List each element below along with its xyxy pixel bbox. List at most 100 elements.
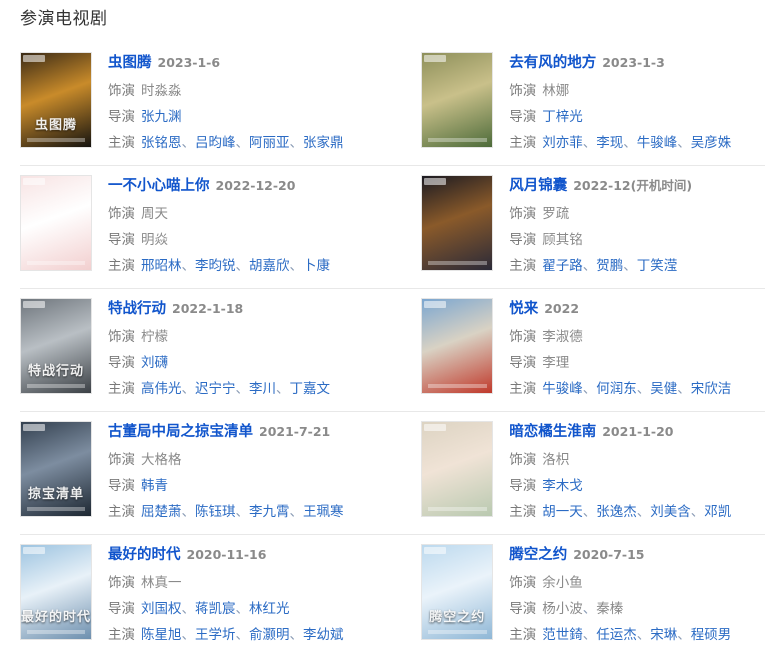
person-link[interactable]: 阿丽亚 [249,135,290,150]
name-separator: 、 [677,627,691,642]
person-name: 杨小波 [542,601,583,616]
work-poster[interactable]: 虫图腾 [20,52,92,148]
work-title-link[interactable]: 特战行动 [108,301,166,317]
work-poster[interactable] [421,421,494,517]
person-link[interactable]: 邢昭林 [141,258,182,273]
person-link[interactable]: 高伟光 [141,381,182,396]
person-link[interactable]: 李川 [249,381,276,396]
cast-label: 主演 [509,258,537,273]
person-link[interactable]: 李木戈 [542,478,583,493]
person-link[interactable]: 丁梓光 [542,109,583,124]
role-name: 大格格 [141,452,182,467]
work-title-link[interactable]: 古董局中局之掠宝清单 [108,424,253,440]
role-label: 饰演 [108,452,135,467]
work-title-link[interactable]: 腾空之约 [509,547,568,563]
poster-artwork [422,545,493,639]
work-title-link[interactable]: 去有风的地方 [509,55,597,71]
work-item: 掠宝清单 古董局中局之掠宝清单 2021-7-21 饰演 大格格 导演 韩青 主演 屈楚萧、陈钰… [20,412,421,525]
work-role-line: 饰演 李淑德 [509,324,765,350]
work-release-date: 2021-7-21 [259,424,331,439]
poster-artwork [21,176,91,270]
person-link[interactable]: 丁嘉文 [289,381,331,396]
person-link[interactable]: 胡一天 [542,504,583,519]
name-separator: 、 [289,627,304,642]
poster-bottom-stripe [26,138,86,142]
work-release-date: 2022-12-20 [215,178,296,193]
work-poster[interactable] [20,175,92,271]
person-link[interactable]: 王学圻 [195,627,236,642]
person-link[interactable]: 邓凯 [704,504,732,519]
work-item: 风月锦囊 2022-12(开机时间) 饰演 罗疏 导演 顾其铭 主演 翟子路、贺鹏、丁笑滢 [421,166,765,279]
person-link[interactable]: 胡嘉欣 [249,258,290,273]
work-title-link[interactable]: 虫图腾 [108,55,152,71]
work-poster[interactable] [421,175,494,271]
person-link[interactable]: 吴健 [650,381,678,396]
person-link[interactable]: 李昀锐 [195,258,236,273]
person-link[interactable]: 吴彦姝 [690,135,732,150]
person-link[interactable]: 牛骏峰 [542,381,583,396]
cast-label: 主演 [509,504,537,519]
person-link[interactable]: 张九渊 [141,109,182,124]
poster-logo-badge [23,547,45,554]
person-link[interactable]: 蒋凯宸 [195,601,236,616]
person-link[interactable]: 王珮寒 [303,504,344,519]
person-link[interactable]: 李幼斌 [303,627,344,642]
person-link[interactable]: 牛骏峰 [636,135,678,150]
person-link[interactable]: 刘国权 [141,601,182,616]
person-link[interactable]: 何润东 [596,381,637,396]
person-link[interactable]: 屈楚萧 [141,504,182,519]
work-title-line: 最好的时代 2020-11-16 [108,544,421,566]
person-link[interactable]: 刘礴 [141,355,168,370]
person-link[interactable]: 张逸杰 [596,504,637,519]
person-link[interactable]: 程硕男 [690,627,732,642]
person-link[interactable]: 宋琳 [650,627,678,642]
person-link[interactable]: 韩青 [141,478,168,493]
work-title-link[interactable]: 悦来 [509,301,539,317]
work-poster[interactable]: 掠宝清单 [20,421,92,517]
work-poster[interactable] [421,298,494,394]
poster-bottom-stripe [427,261,487,265]
person-link[interactable]: 迟宁宁 [195,381,236,396]
person-link[interactable]: 丁笑滢 [636,258,678,273]
person-name: 李理 [542,355,570,370]
work-item: 悦来 2022 饰演 李淑德 导演 李理 主演 牛骏峰、何润东、吴健、宋欣洁 [421,289,765,402]
person-link[interactable]: 李九霄 [249,504,290,519]
person-link[interactable]: 俞灏明 [249,627,290,642]
work-title-link[interactable]: 风月锦囊 [509,178,568,194]
work-cast-line: 主演 高伟光、迟宁宁、李川、丁嘉文 [108,376,421,402]
person-link[interactable]: 卜康 [303,258,330,273]
work-title-link[interactable]: 最好的时代 [108,547,181,563]
person-link[interactable]: 宋欣洁 [690,381,732,396]
person-link[interactable]: 刘亦菲 [542,135,583,150]
person-link[interactable]: 任运杰 [596,627,637,642]
work-cast-line: 主演 范世錡、任运杰、宋琳、程硕男 [509,622,765,648]
person-link[interactable]: 陈星旭 [141,627,182,642]
person-link[interactable]: 贺鹏 [596,258,624,273]
work-info: 腾空之约 2020-7-15 饰演 余小鱼 导演 杨小波、秦榛 主演 范世錡、任运杰、宋琳、程… [493,544,765,648]
cast-label: 主演 [108,627,135,642]
poster-bottom-stripe [427,507,487,511]
work-info: 风月锦囊 2022-12(开机时间) 饰演 罗疏 导演 顾其铭 主演 翟子路、贺鹏、丁笑滢 [493,175,765,279]
role-label: 饰演 [108,83,135,98]
person-link[interactable]: 翟子路 [542,258,583,273]
name-separator: 、 [181,135,196,150]
person-name: 顾其铭 [542,232,583,247]
person-link[interactable]: 范世錡 [542,627,583,642]
work-poster[interactable]: 特战行动 [20,298,92,394]
work-poster[interactable]: 腾空之约 [421,544,494,640]
work-poster[interactable]: 最好的时代 [20,544,92,640]
person-link[interactable]: 张家鼎 [303,135,344,150]
name-separator: 、 [181,601,196,616]
person-link[interactable]: 李现 [596,135,624,150]
person-link[interactable]: 刘美含 [650,504,691,519]
work-role-line: 饰演 罗疏 [509,201,765,227]
person-link[interactable]: 陈钰琪 [195,504,236,519]
work-title-link[interactable]: 一不小心喵上你 [108,178,210,194]
work-title-link[interactable]: 暗恋橘生淮南 [509,424,597,440]
person-link[interactable]: 林红光 [249,601,290,616]
person-link[interactable]: 吕昀峰 [195,135,236,150]
work-director-line: 导演 韩青 [108,473,421,499]
name-separator: 、 [582,381,597,396]
person-link[interactable]: 张铭恩 [141,135,182,150]
work-poster[interactable] [421,52,494,148]
